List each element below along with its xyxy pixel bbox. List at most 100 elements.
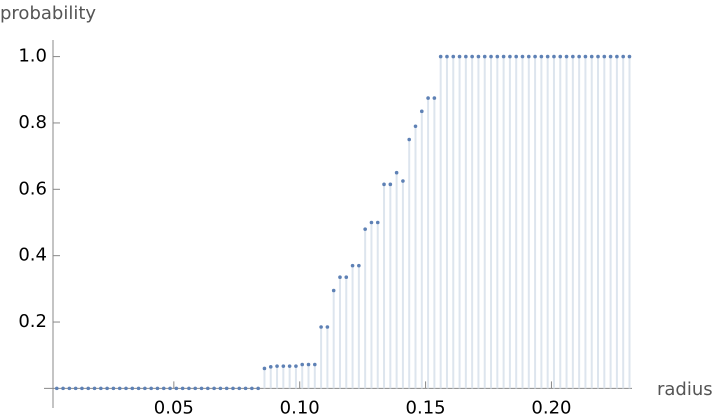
- point: [143, 386, 147, 391]
- point: [627, 54, 632, 59]
- point: [508, 54, 512, 59]
- point: [187, 386, 191, 391]
- point: [73, 386, 78, 391]
- point: [426, 96, 430, 100]
- y-tick-label: 0.4: [18, 245, 47, 266]
- point: [124, 386, 128, 391]
- point: [489, 54, 493, 59]
- point: [382, 182, 386, 187]
- point: [54, 386, 59, 391]
- point: [357, 263, 361, 268]
- point: [407, 137, 412, 142]
- point: [193, 386, 198, 391]
- point: [294, 364, 298, 368]
- point: [262, 366, 267, 371]
- point: [180, 386, 185, 391]
- point: [149, 386, 153, 391]
- point: [86, 386, 91, 391]
- point: [168, 386, 172, 391]
- point: [206, 386, 210, 391]
- point: [419, 109, 424, 114]
- point: [231, 386, 235, 391]
- point: [338, 275, 342, 280]
- point: [583, 54, 588, 59]
- point: [482, 54, 487, 59]
- x-tick-label: 0.20: [531, 397, 571, 418]
- point: [344, 275, 349, 280]
- point: [67, 386, 72, 391]
- y-tick-label: 0.2: [18, 311, 47, 332]
- point: [401, 179, 405, 183]
- point: [457, 54, 462, 59]
- point: [256, 386, 260, 391]
- point: [602, 54, 607, 59]
- point: [476, 54, 481, 59]
- y-tick-label: 0.8: [18, 112, 47, 133]
- point: [136, 386, 141, 391]
- point: [243, 386, 248, 391]
- point: [363, 227, 367, 231]
- point: [451, 54, 456, 59]
- point: [432, 96, 437, 100]
- y-axis-label: probability: [0, 3, 96, 24]
- point: [571, 54, 575, 59]
- point: [80, 386, 84, 391]
- point: [306, 362, 311, 367]
- point: [287, 364, 292, 368]
- point: [281, 364, 286, 368]
- point: [445, 54, 449, 59]
- point: [520, 54, 525, 59]
- point: [319, 325, 323, 329]
- point: [514, 54, 518, 59]
- point: [501, 54, 506, 59]
- point: [99, 386, 103, 391]
- point: [552, 54, 556, 59]
- point: [413, 124, 418, 129]
- point: [111, 386, 116, 391]
- point: [615, 54, 619, 59]
- point: [250, 386, 254, 391]
- point: [621, 54, 625, 59]
- point: [438, 54, 443, 59]
- point: [564, 54, 569, 59]
- point: [105, 386, 109, 391]
- y-tick-label: 1.0: [18, 46, 47, 67]
- point: [174, 386, 179, 391]
- point: [577, 54, 581, 59]
- point: [470, 54, 474, 59]
- point: [350, 263, 355, 268]
- point: [533, 54, 537, 59]
- point: [608, 54, 613, 59]
- point: [495, 54, 500, 59]
- x-tick-label: 0.15: [406, 397, 446, 418]
- point: [558, 54, 563, 59]
- x-tick-label: 0.10: [280, 397, 320, 418]
- point: [275, 364, 279, 368]
- point: [526, 54, 531, 59]
- point: [369, 220, 374, 225]
- point: [539, 54, 544, 59]
- point: [130, 386, 135, 391]
- point: [237, 386, 242, 391]
- point: [313, 362, 317, 367]
- point: [199, 386, 204, 391]
- point: [161, 386, 166, 391]
- point: [331, 288, 336, 293]
- point: [545, 54, 550, 59]
- point: [155, 386, 160, 391]
- x-tick-label: 0.05: [154, 397, 194, 418]
- point: [464, 54, 468, 59]
- point: [268, 365, 273, 369]
- x-axis-label: radius: [657, 379, 713, 400]
- point: [212, 386, 216, 391]
- point: [218, 386, 223, 391]
- point: [325, 325, 330, 329]
- point: [224, 386, 229, 391]
- point: [589, 54, 594, 59]
- point: [394, 170, 399, 175]
- point: [375, 220, 380, 225]
- point: [61, 386, 65, 391]
- point: [300, 362, 305, 367]
- point: [596, 54, 600, 59]
